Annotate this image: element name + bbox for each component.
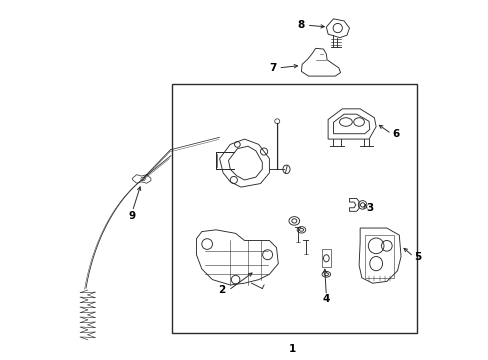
Text: 7: 7 — [268, 63, 276, 73]
Bar — [365, 235, 393, 278]
Text: 9: 9 — [128, 211, 136, 221]
Text: 4: 4 — [322, 294, 329, 304]
Bar — [171, 84, 416, 333]
Text: 1: 1 — [288, 344, 296, 354]
Text: 2: 2 — [217, 285, 224, 295]
Text: 3: 3 — [366, 203, 373, 213]
Bar — [322, 249, 330, 267]
Text: 8: 8 — [297, 20, 305, 30]
Text: 6: 6 — [391, 129, 399, 139]
Text: 5: 5 — [413, 252, 421, 261]
